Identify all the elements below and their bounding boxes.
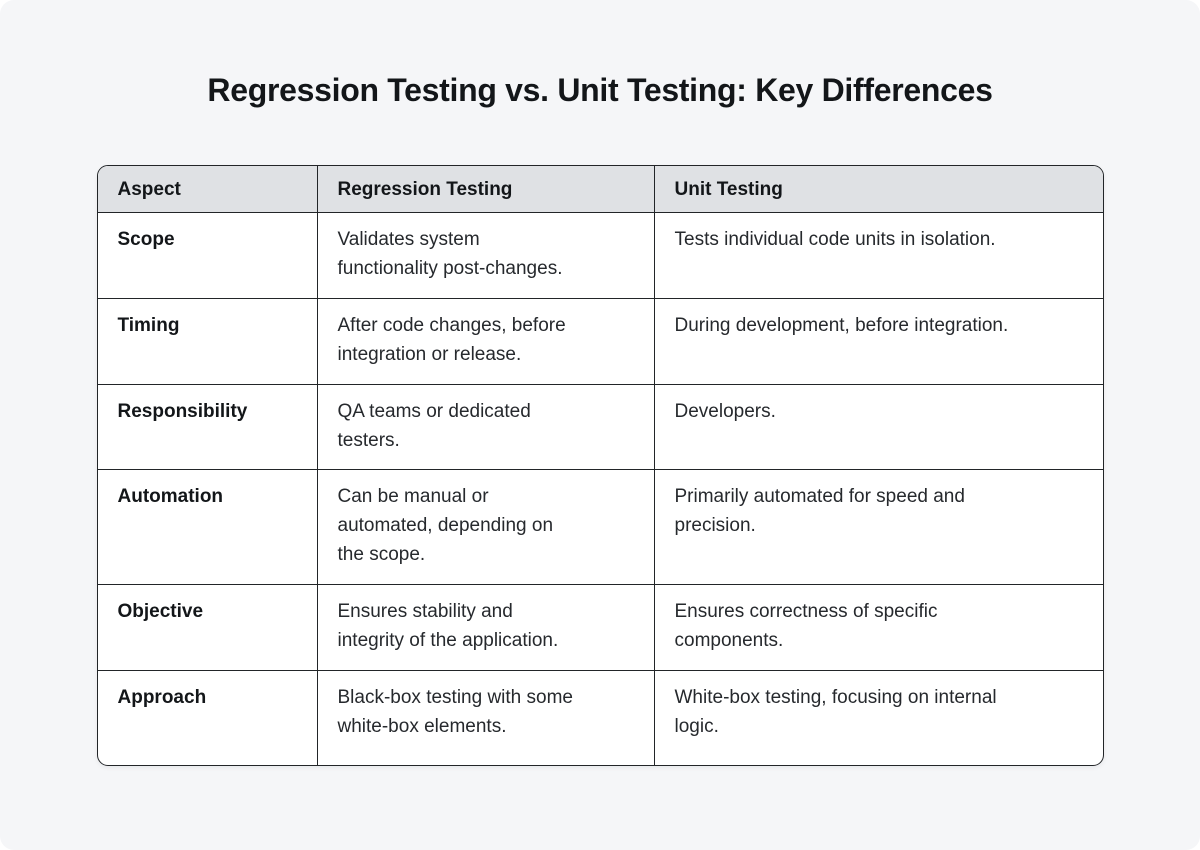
unit-cell: Primarily automated for speed and precis… xyxy=(653,469,1103,584)
row-label-cell: Automation xyxy=(97,469,317,584)
comparison-table: Aspect Regression Testing Unit Testing S… xyxy=(96,165,1104,766)
table-header-row: Aspect Regression Testing Unit Testing xyxy=(97,166,1103,212)
table-row-approach: Approach Black-box testing with some whi… xyxy=(97,670,1103,765)
column-header-regression-testing: Regression Testing xyxy=(316,166,654,212)
table-row-objective: Objective Ensures stability and integrit… xyxy=(97,584,1103,670)
unit-cell: White-box testing, focusing on internal … xyxy=(653,670,1103,765)
regression-cell: Black-box testing with some white-box el… xyxy=(316,670,654,765)
unit-cell: During development, before integration. xyxy=(653,298,1103,384)
table-row-scope: Scope Validates system functionality pos… xyxy=(97,212,1103,298)
column-header-unit-testing: Unit Testing xyxy=(653,166,1103,212)
regression-cell: Can be manual or automated, depending on… xyxy=(316,469,654,584)
page-title: Regression Testing vs. Unit Testing: Key… xyxy=(207,72,993,108)
row-label-cell: Timing xyxy=(97,298,317,384)
row-label-cell: Approach xyxy=(97,670,317,765)
column-header-aspect: Aspect xyxy=(117,178,181,200)
unit-cell: Tests individual code units in isolation… xyxy=(653,212,1103,298)
unit-cell: Ensures correctness of specific componen… xyxy=(653,584,1103,670)
regression-cell: After code changes, before integration o… xyxy=(316,298,654,384)
row-label-cell: Objective xyxy=(97,584,317,670)
regression-cell: QA teams or dedicated testers. xyxy=(316,384,654,469)
row-label-cell: Responsibility xyxy=(97,384,317,469)
table-row-timing: Timing After code changes, before integr… xyxy=(97,298,1103,384)
row-label-cell: Scope xyxy=(97,212,317,298)
regression-cell: Ensures stability and integrity of the a… xyxy=(316,584,654,670)
table-row-automation: Automation Can be manual or automated, d… xyxy=(97,469,1103,584)
regression-cell: Validates system functionality post-chan… xyxy=(316,212,654,298)
unit-cell: Developers. xyxy=(653,384,1103,469)
table-row-responsibility: Responsibility QA teams or dedicated tes… xyxy=(97,384,1103,469)
